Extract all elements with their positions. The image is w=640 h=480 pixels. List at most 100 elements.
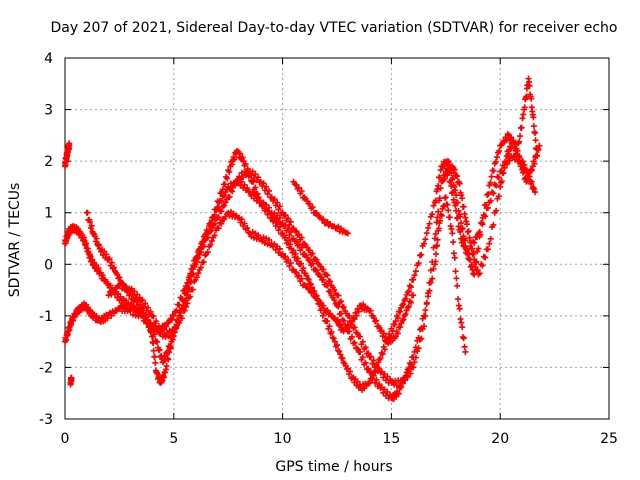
data-point-track-b [415, 345, 422, 352]
data-point-track-c [213, 206, 220, 213]
data-point-track-c [260, 200, 267, 207]
data-point-track-d [334, 316, 341, 323]
data-point-track-a [306, 257, 313, 264]
data-point-track-a [168, 317, 175, 324]
data-point-track-c [287, 241, 294, 248]
data-point-track-c [480, 212, 487, 219]
data-point-track-a [450, 250, 457, 257]
data-point-track-a [456, 305, 463, 312]
data-point-track-c [328, 329, 335, 336]
data-point-track-a [348, 333, 355, 340]
data-point-track-e [476, 270, 483, 277]
data-point-track-e [463, 218, 470, 225]
data-point-track-c [304, 275, 311, 282]
data-point-track-c [457, 213, 464, 220]
data-point-track-d [348, 321, 355, 328]
data-point-track-c [516, 138, 523, 145]
data-point-track-e [515, 154, 522, 161]
data-point-track-e [295, 184, 302, 191]
data-point-track-c [95, 242, 102, 249]
data-point-track-a [163, 323, 170, 330]
data-point-track-c [502, 134, 509, 141]
data-point-track-a [170, 312, 177, 319]
data-point-track-d [173, 324, 180, 331]
data-point-track-b [252, 171, 259, 178]
data-point-track-d [400, 316, 407, 323]
data-point-track-c [224, 175, 231, 182]
data-point-track-e [462, 214, 469, 221]
data-point-track-b [402, 377, 408, 384]
data-point-track-c [435, 182, 442, 189]
data-point-track-e [486, 240, 493, 247]
data-point-track-d [134, 291, 141, 298]
data-point-track-d [334, 318, 340, 325]
data-point-track-d [140, 303, 147, 310]
data-point-track-e [468, 239, 475, 246]
data-point-track-d [324, 307, 331, 314]
data-point-track-d [355, 308, 362, 315]
data-point-track-c [285, 237, 292, 244]
data-point-track-a [338, 310, 345, 317]
data-point-track-b [293, 228, 300, 235]
y-tick-label: 2 [44, 154, 53, 170]
data-point-track-c [221, 181, 228, 188]
data-point-track-a [293, 238, 300, 245]
data-point-track-c [412, 268, 419, 275]
data-point-track-d [183, 303, 190, 310]
data-point-track-c [205, 229, 212, 236]
data-point-track-c [337, 351, 344, 358]
x-tick-label: 0 [61, 431, 70, 447]
data-point-track-a [320, 276, 327, 283]
y-tick-label: -3 [39, 412, 53, 428]
data-point-track-e [451, 166, 458, 173]
data-point-track-c [166, 349, 173, 356]
data-point-track-c [404, 289, 411, 296]
data-point-track-e [468, 245, 475, 252]
data-point-track-e [298, 188, 305, 195]
data-point-track-a [395, 390, 402, 397]
data-point-track-b [432, 230, 439, 237]
data-point-track-c [246, 171, 253, 178]
data-point-track-c [421, 240, 428, 247]
data-point-track-d [207, 241, 214, 248]
data-point-track-c [266, 208, 272, 215]
data-point-track-a [434, 242, 441, 249]
y-tick-label: 1 [44, 206, 53, 222]
data-point-track-c [162, 366, 169, 373]
data-point-track-c [381, 346, 388, 353]
data-point-track-a [365, 365, 372, 372]
data-point-track-b [324, 272, 331, 279]
data-point-track-c [470, 270, 477, 277]
data-point-track-b [487, 197, 494, 204]
data-point-track-b [365, 350, 372, 357]
data-point-track-b [368, 353, 374, 360]
data-point-track-d [405, 303, 412, 310]
data-point-track-c [432, 197, 439, 204]
data-point-track-a [450, 239, 457, 246]
data-point-track-c [188, 271, 195, 278]
data-point-track-b [532, 189, 539, 196]
data-point-track-d [208, 237, 215, 244]
data-point-track-e [490, 221, 497, 228]
data-point-track-a [359, 354, 366, 361]
data-point-track-e [461, 210, 468, 217]
data-point-track-e [306, 200, 313, 207]
data-point-track-e [458, 192, 465, 199]
data-point-track-b [215, 214, 222, 221]
data-point-track-c [202, 235, 209, 242]
data-point-track-b [298, 234, 305, 241]
data-point-track-e [472, 259, 479, 266]
data-point-track-e [531, 160, 538, 167]
data-point-track-d [351, 316, 358, 323]
data-point-track-b [275, 206, 282, 213]
data-point-track-d [200, 258, 207, 265]
data-point-track-e [459, 195, 466, 202]
data-point-track-c [373, 362, 380, 369]
data-point-track-e [511, 141, 518, 148]
data-point-track-d [394, 330, 401, 337]
data-point-track-c [532, 130, 539, 137]
data-point-track-d [309, 287, 316, 294]
data-point-track-d [181, 307, 188, 314]
data-point-track-c [229, 161, 236, 168]
data-point-track-b [449, 190, 456, 197]
